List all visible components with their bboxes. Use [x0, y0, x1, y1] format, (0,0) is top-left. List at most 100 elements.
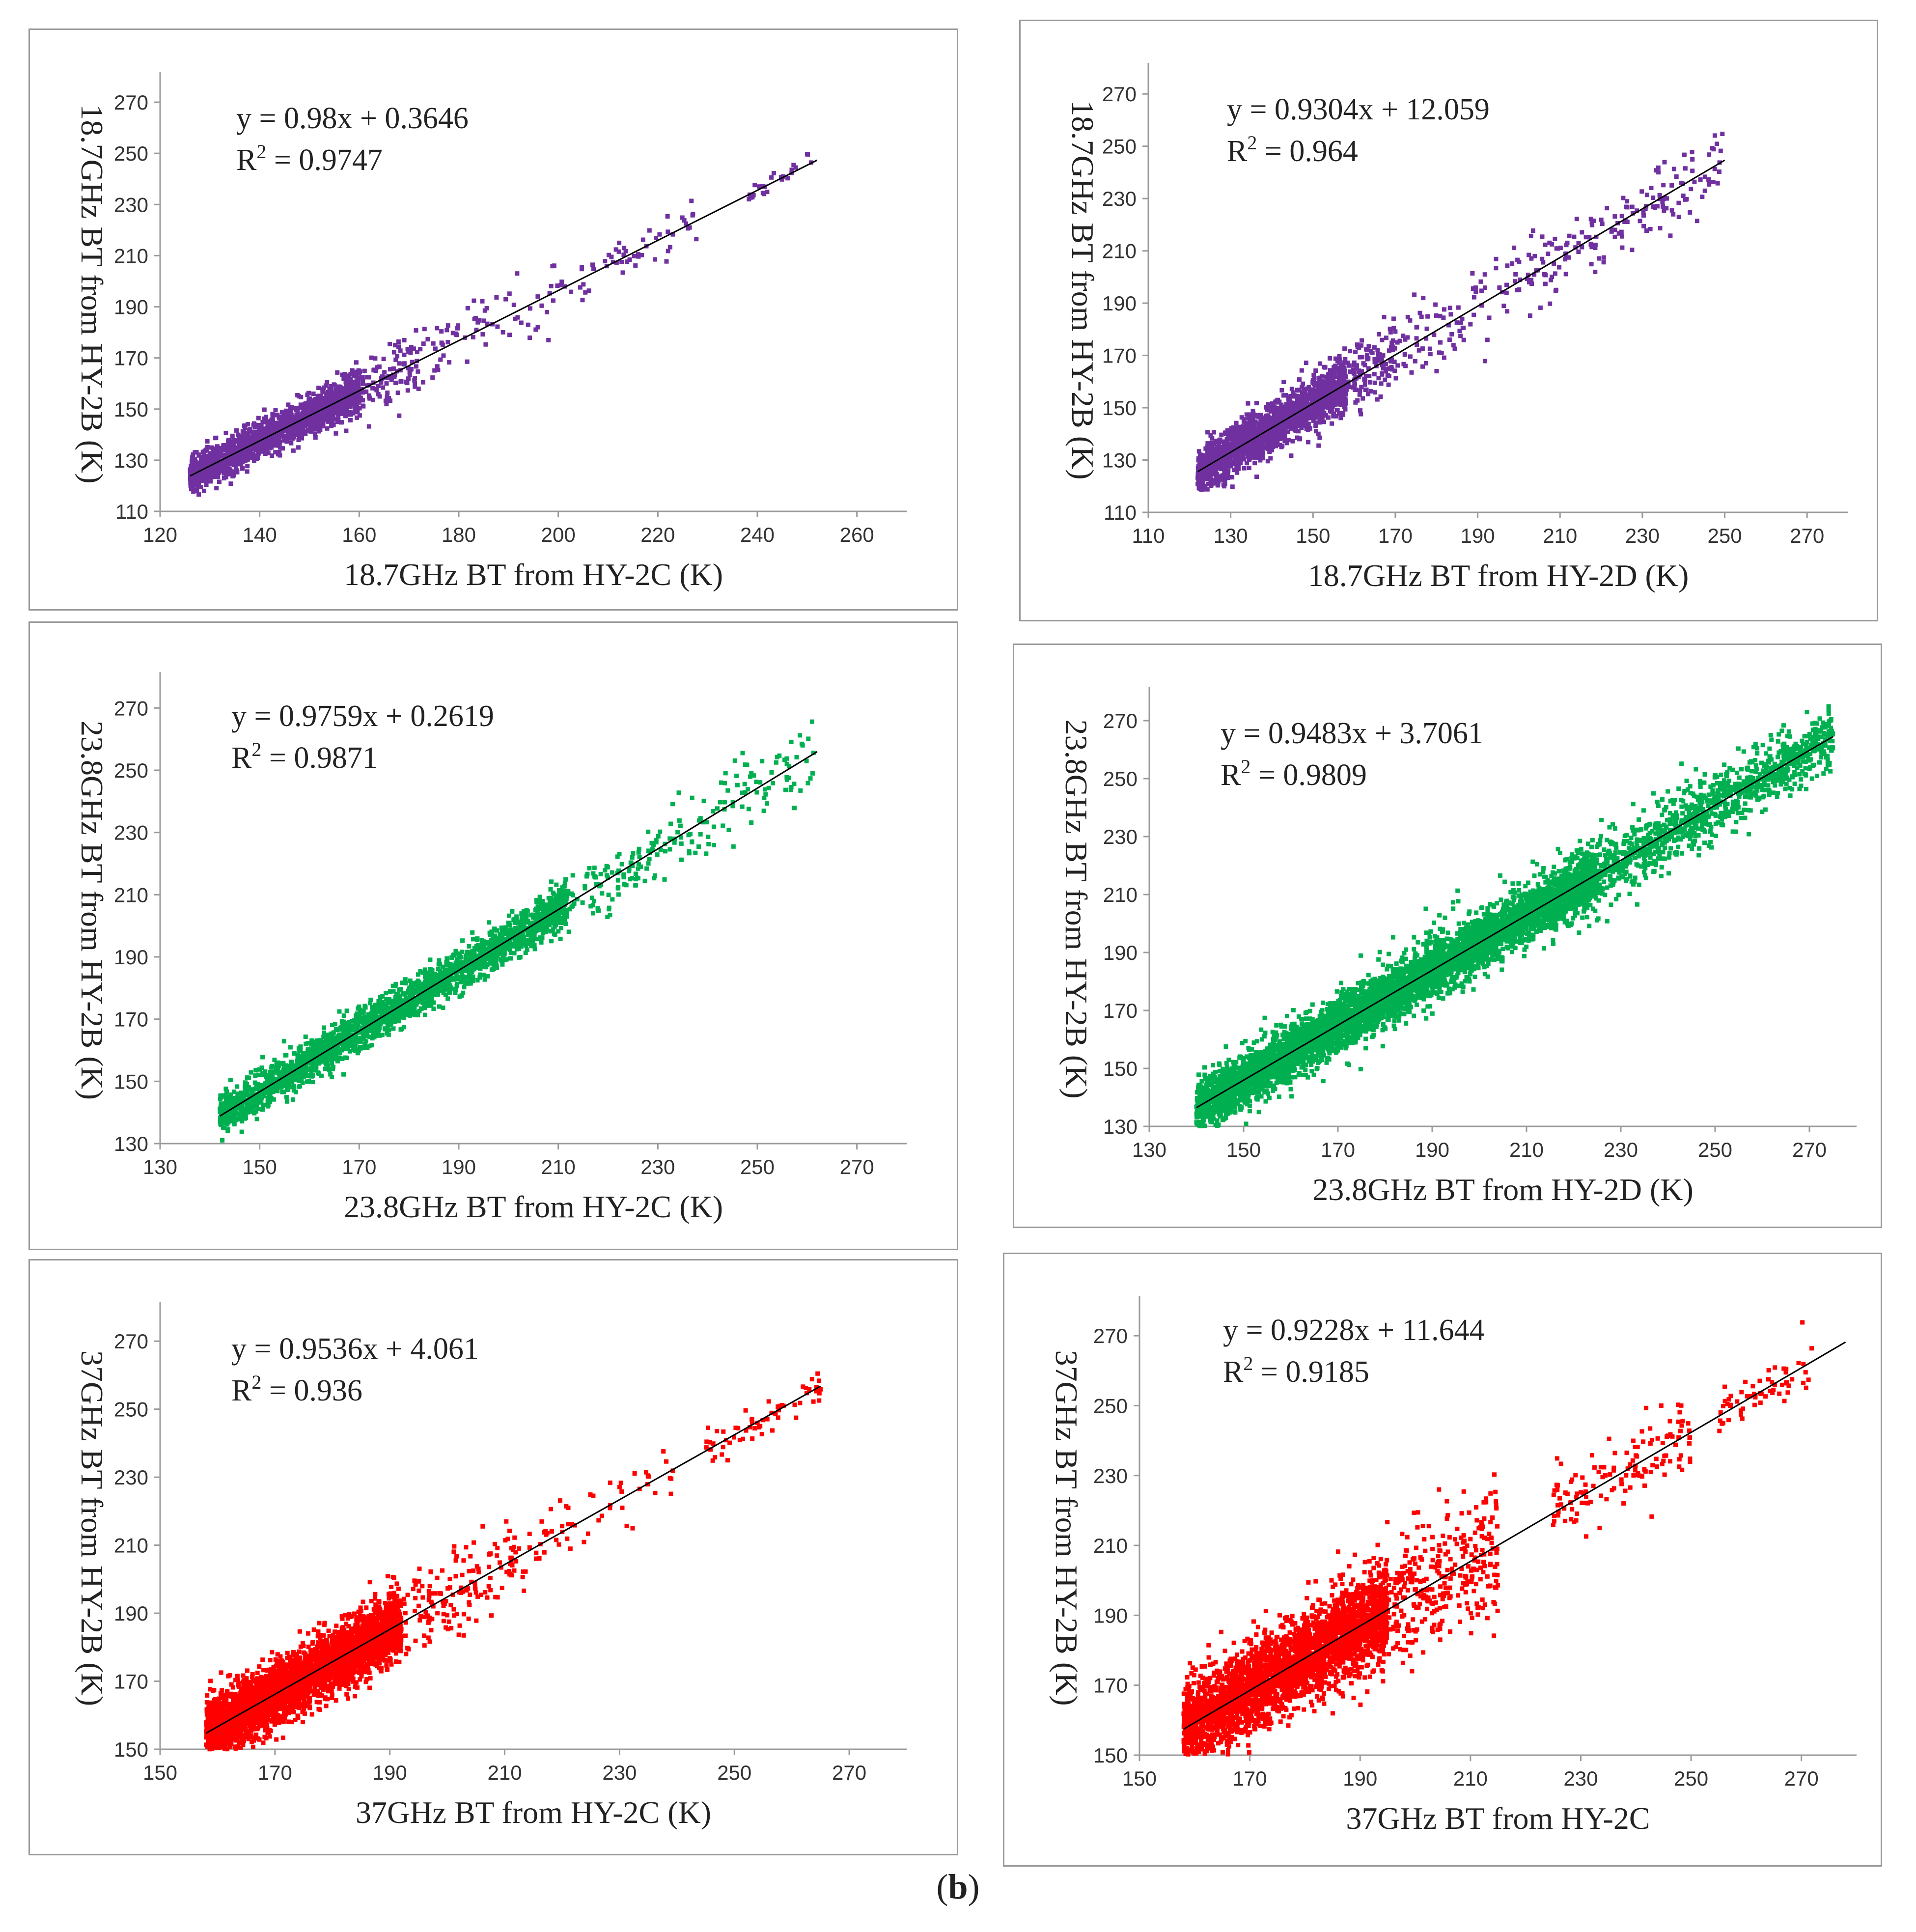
scatter-point — [1446, 323, 1451, 328]
scatter-point — [1299, 406, 1304, 411]
scatter-point — [1298, 403, 1303, 408]
scatter-point — [1239, 415, 1244, 420]
scatter-point — [1316, 431, 1321, 436]
scatter-point — [1312, 376, 1317, 380]
scatter-point — [1331, 369, 1336, 374]
scatter-point — [272, 442, 277, 447]
scatter-point — [1271, 416, 1276, 420]
scatter-point — [312, 416, 317, 421]
x-tick-label: 150 — [243, 1155, 277, 1178]
scatter-point — [286, 426, 291, 431]
scatter-point — [343, 396, 348, 401]
scatter-point — [482, 308, 487, 313]
scatter-point — [348, 418, 353, 422]
scatter-point — [1553, 236, 1557, 241]
scatter-point — [1329, 398, 1334, 403]
scatter-point — [1381, 353, 1386, 358]
scatter-point — [640, 237, 645, 242]
scatter-point — [752, 183, 757, 188]
scatter-point — [1635, 208, 1639, 213]
scatter-point — [445, 340, 450, 345]
scatter-point — [1311, 418, 1316, 422]
scatter-point — [214, 486, 219, 491]
scatter-point — [1291, 408, 1296, 413]
scatter-point — [1289, 400, 1294, 405]
scatter-point — [237, 454, 242, 459]
scatter-point — [1330, 381, 1334, 386]
scatter-point — [1593, 270, 1598, 275]
scatter-point — [237, 433, 242, 438]
scatter-point — [1263, 436, 1267, 441]
scatter-point — [1270, 440, 1275, 445]
scatter-point — [625, 259, 630, 264]
scatter-point — [1247, 446, 1252, 450]
r-squared-exponent: 2 — [256, 140, 266, 163]
scatter-point — [498, 957, 503, 962]
scatter-point — [1252, 419, 1257, 424]
scatter-point — [1710, 146, 1715, 151]
scatter-point — [214, 472, 218, 477]
scatter-point — [1497, 285, 1502, 290]
scatter-point — [1204, 454, 1209, 459]
scatter-point — [1471, 286, 1475, 291]
scatter-point — [398, 348, 403, 353]
scatter-point — [1270, 401, 1275, 406]
scatter-point — [292, 435, 296, 440]
scatter-point — [311, 392, 316, 396]
scatter-point — [1203, 476, 1208, 481]
scatter-point — [1342, 365, 1347, 370]
scatter-point — [1253, 433, 1258, 438]
scatter-point — [1226, 436, 1231, 441]
scatter-point — [208, 479, 213, 484]
scatter-point — [305, 1067, 310, 1072]
scatter-point — [1268, 456, 1273, 461]
scatter-point — [1412, 292, 1417, 297]
scatter-point — [258, 431, 263, 436]
scatter-point — [1468, 322, 1473, 327]
scatter-point — [328, 393, 333, 398]
scatter-point — [1379, 381, 1384, 386]
scatter-point — [1402, 352, 1407, 357]
scatter-point — [1395, 340, 1400, 345]
scatter-point — [1219, 432, 1224, 437]
scatter-point — [1232, 444, 1237, 448]
scatter-point — [1377, 332, 1381, 336]
scatter-point — [1589, 262, 1594, 267]
scatter-point — [1457, 329, 1462, 334]
scatter-point — [316, 386, 321, 391]
scatter-point — [591, 267, 596, 271]
scatter-point — [1313, 383, 1317, 388]
scatter-point — [381, 357, 386, 361]
scatter-point — [189, 464, 194, 469]
scatter-point — [1690, 150, 1694, 155]
scatter-point — [1220, 473, 1224, 478]
scatter-point — [1432, 332, 1437, 337]
scatter-chart-18ghz-2c: 120 140 160 180 200 220 240 2601101301501701902… — [75, 72, 907, 592]
scatter-chart-23ghz-2c: 130 150 170 190 210 230 250 2701301501701902102… — [75, 672, 907, 1224]
scatter-point — [383, 398, 388, 403]
y-tick-label: 170 — [114, 347, 148, 370]
scatter-point — [1643, 206, 1648, 211]
scatter-point — [293, 406, 298, 411]
scatter-point — [1380, 337, 1385, 342]
scatter-point — [430, 375, 435, 380]
scatter-point — [1256, 453, 1261, 458]
scatter-point — [299, 1078, 304, 1083]
scatter-point — [1337, 371, 1342, 376]
scatter-point — [240, 466, 245, 471]
x-tick-label: 250 — [1707, 524, 1742, 547]
scatter-point — [382, 370, 387, 375]
scatter-point — [1236, 433, 1241, 438]
scatter-point — [485, 974, 490, 979]
scatter-point — [298, 426, 303, 431]
scatter-point — [242, 423, 247, 428]
scatter-point — [1314, 429, 1318, 434]
scatter-point — [1329, 407, 1333, 412]
scatter-point — [1365, 352, 1370, 357]
scatter-point — [1230, 484, 1235, 489]
scatter-point — [1331, 414, 1336, 419]
scatter-point — [329, 419, 333, 424]
scatter-point — [507, 333, 512, 337]
scatter-point — [1385, 373, 1390, 378]
scatter-point — [1658, 226, 1663, 231]
